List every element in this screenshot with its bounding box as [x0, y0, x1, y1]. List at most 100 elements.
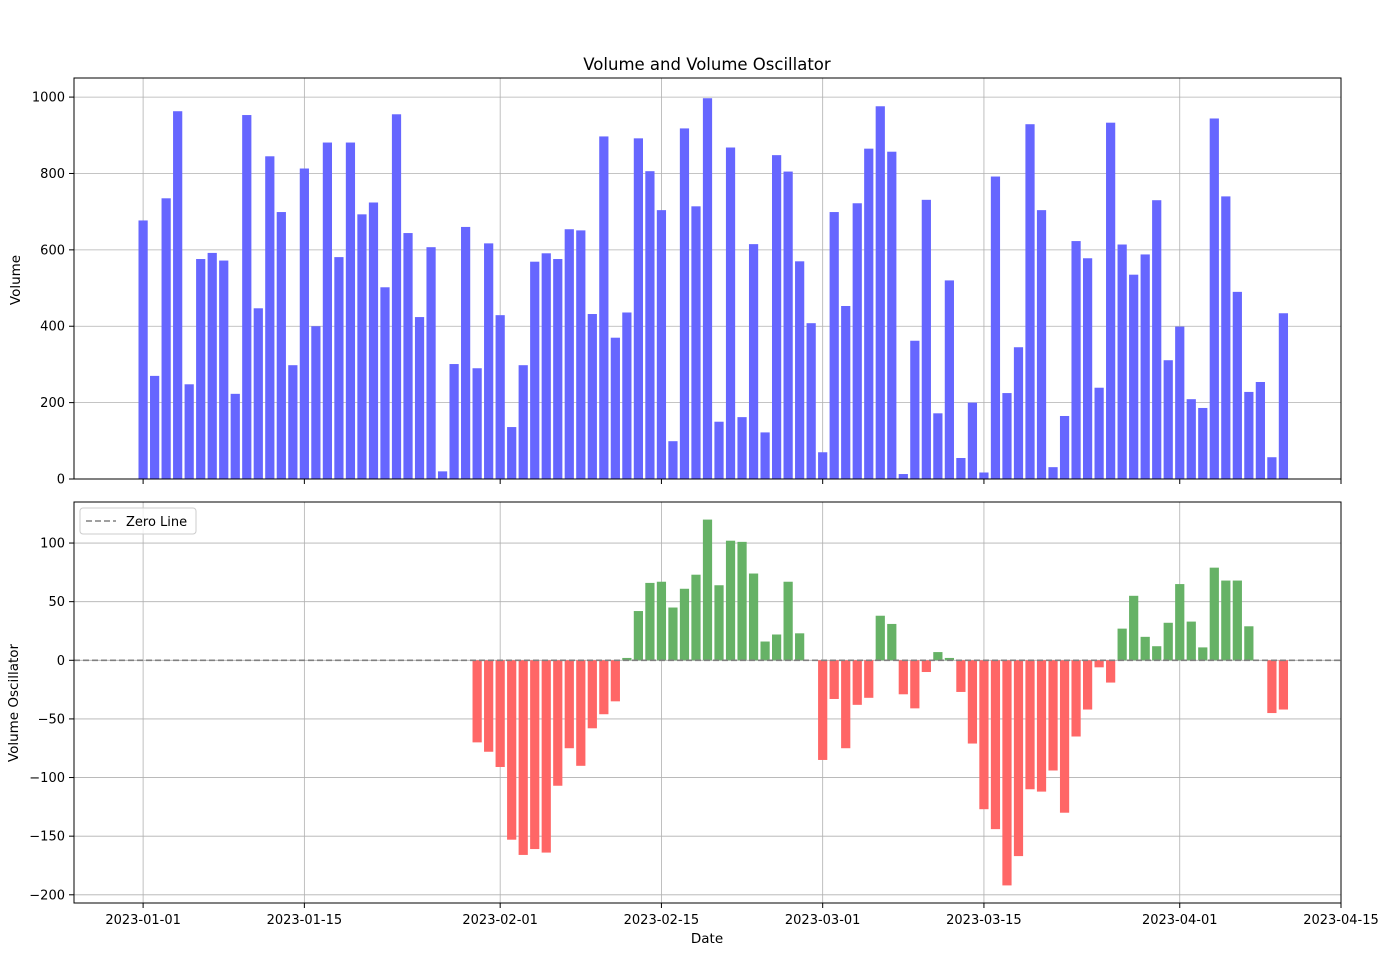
volume-bar [806, 323, 816, 479]
volume-bar [357, 214, 367, 479]
oscillator-bar [921, 660, 931, 673]
volume-axes-frame [73, 77, 1342, 480]
volume-bar [599, 136, 609, 479]
volume-bar [656, 210, 667, 480]
volume-bar [150, 375, 160, 479]
y-tick-label: −200 [29, 888, 65, 903]
volume-bar [714, 421, 724, 479]
volume-bar [795, 261, 805, 479]
volume-bar [553, 259, 563, 479]
volume-bar [564, 229, 574, 479]
oscillator-bar [933, 652, 943, 661]
volume-bar [910, 340, 920, 479]
oscillator-bar [852, 660, 862, 705]
volume-bar [403, 233, 413, 479]
oscillator-bar [702, 519, 713, 661]
oscillator-bar [587, 660, 597, 729]
chart-title: Volume and Volume Oscillator [583, 55, 831, 74]
volume-bar [875, 106, 885, 479]
volume-bar [265, 156, 275, 480]
oscillator-bar [495, 660, 505, 767]
oscillator-bar [990, 660, 1001, 830]
volume-bar [967, 402, 978, 479]
oscillator-bar [725, 540, 736, 661]
oscillator-bar [530, 660, 540, 850]
oscillator-bar [679, 588, 690, 661]
volume-bar [818, 452, 828, 479]
oscillator-bar [518, 660, 528, 855]
volume-bar [725, 147, 736, 480]
y-tick-label: −150 [29, 830, 65, 845]
y-tick-label: 800 [40, 167, 65, 182]
oscillator-x-ticks: 2023-01-01 2023-01-15 2023-02-01 2023-02-15… [105, 903, 1379, 928]
volume-bar [391, 114, 402, 480]
y-tick-label: 0 [57, 473, 65, 488]
volume-bar [1186, 399, 1196, 479]
oscillator-bar [1163, 622, 1173, 661]
oscillator-grid [74, 502, 1342, 903]
volume-bar [783, 171, 793, 480]
volume-bar [253, 308, 263, 479]
x-tick-label: 2023-03-01 [785, 913, 861, 928]
volume-bar [1025, 124, 1035, 479]
volume-bar [633, 138, 643, 480]
oscillator-bar [1082, 660, 1093, 710]
oscillator-bar [1048, 660, 1058, 771]
oscillator-bar [875, 615, 885, 661]
oscillator-bar [599, 660, 609, 715]
x-tick-label: 2023-03-15 [946, 913, 1022, 928]
volume-bar [276, 212, 286, 479]
oscillator-bar [1117, 628, 1127, 661]
legend: Zero Line [79, 507, 197, 535]
volume-bar [933, 413, 943, 479]
volume-bar [1163, 360, 1173, 479]
volume-bar [1198, 407, 1208, 479]
volume-bar [230, 393, 240, 479]
volume-bar [944, 280, 954, 479]
oscillator-bar [1198, 647, 1208, 661]
oscillator-bar [760, 641, 770, 661]
volume-bar [921, 199, 931, 479]
volume-bar [219, 260, 229, 479]
volume-bar [322, 142, 333, 479]
oscillator-bar [1175, 584, 1185, 661]
oscillator-axes-frame [73, 501, 1342, 904]
volume-bar [368, 202, 379, 479]
volume-bar [1244, 391, 1254, 479]
oscillator-y-ticks: −200 −150 −100 −50 0 50 100 [29, 537, 74, 903]
volume-bar [760, 432, 770, 479]
oscillator-bar [956, 660, 966, 692]
volume-bar [449, 364, 459, 479]
volume-bar [679, 128, 690, 479]
oscillator-bar [610, 660, 620, 702]
volume-y-ticks: 0 200 400 600 800 1000 [32, 91, 74, 488]
oscillator-bar [645, 582, 655, 661]
oscillator-bar [1025, 660, 1035, 790]
oscillator-bar [783, 581, 793, 661]
oscillator-bar [910, 660, 920, 709]
legend-label-zero-line: Zero Line [126, 515, 187, 530]
volume-bar [1059, 415, 1070, 479]
y-tick-label: 400 [40, 320, 65, 335]
volume-bar [1082, 258, 1093, 479]
oscillator-bar [1186, 621, 1196, 661]
oscillator-bar [472, 660, 482, 743]
oscillator-bar [622, 657, 632, 661]
oscillator-bar [898, 660, 908, 695]
oscillator-bar [1002, 660, 1012, 886]
oscillator-bar [1036, 660, 1047, 792]
volume-bar [184, 384, 194, 479]
volume-bar [495, 315, 505, 479]
volume-bar [1013, 347, 1024, 479]
volume-y-axis-label: Volume [8, 255, 24, 305]
x-tick-label: 2023-04-15 [1303, 913, 1379, 928]
oscillator-bar [1106, 660, 1116, 683]
oscillator-bar [507, 660, 517, 840]
y-tick-label: 200 [40, 396, 65, 411]
volume-bar [138, 220, 148, 479]
volume-bar [956, 457, 966, 479]
volume-bar [1094, 387, 1104, 479]
volume-bar [1048, 467, 1058, 479]
oscillator-bar [772, 634, 782, 661]
